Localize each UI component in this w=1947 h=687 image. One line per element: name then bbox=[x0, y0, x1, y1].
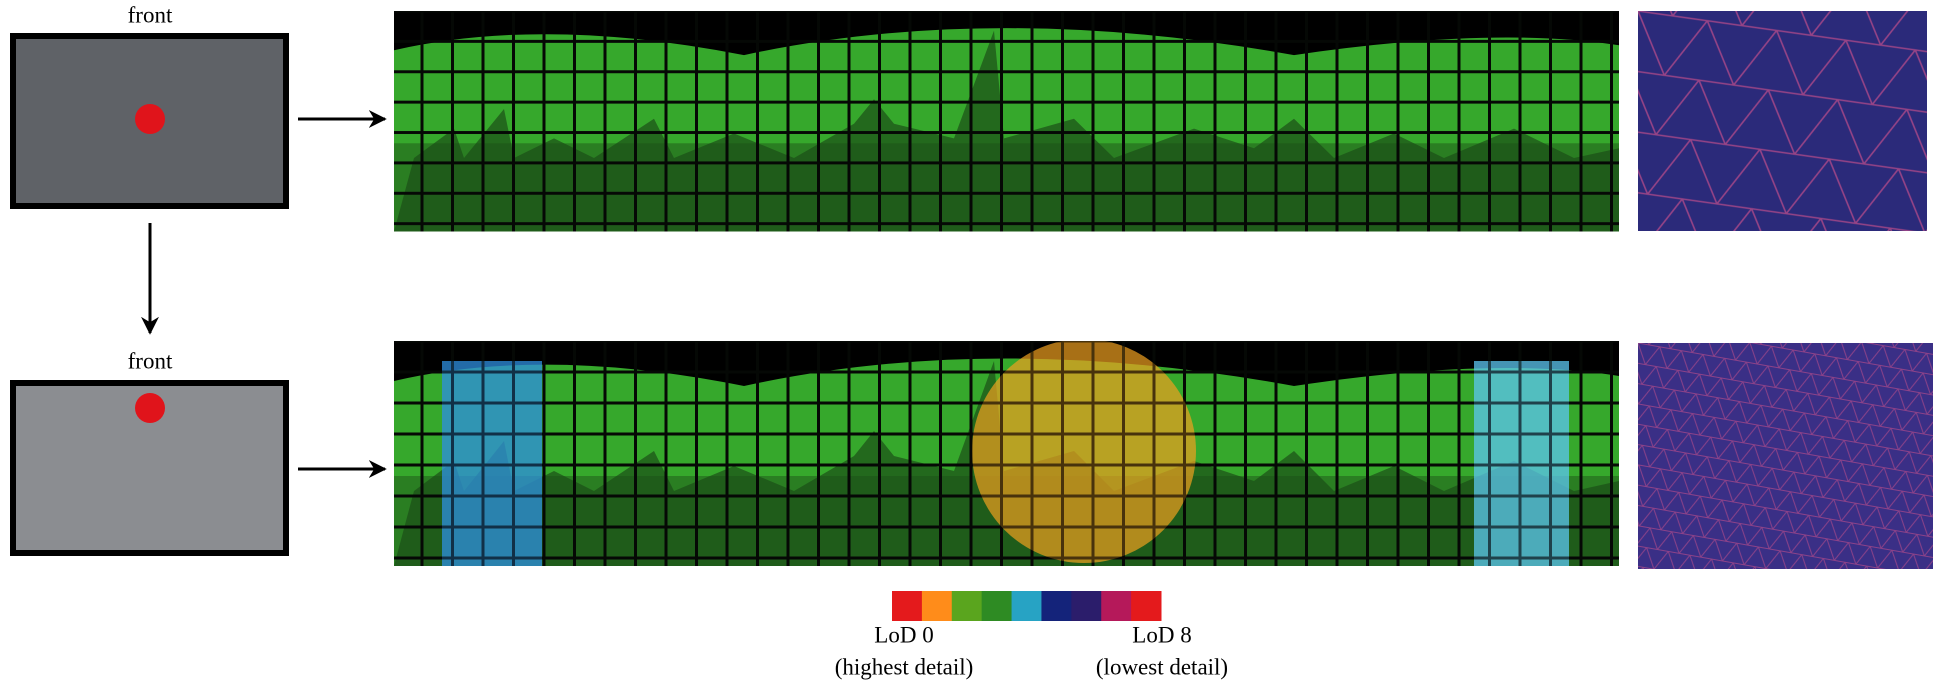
view-screen bbox=[10, 380, 289, 556]
colorbar bbox=[892, 591, 1162, 621]
colorbar-swatch bbox=[1011, 591, 1042, 621]
colorbar-swatch bbox=[981, 591, 1013, 621]
colorbar-swatch bbox=[951, 591, 983, 621]
colorbar-label: LoD 8 bbox=[1132, 622, 1191, 647]
view-label: front bbox=[128, 348, 173, 373]
panorama-top bbox=[394, 11, 1619, 232]
colorbar-swatch bbox=[921, 591, 953, 621]
colorbar-swatch bbox=[892, 591, 923, 621]
panorama-bottom bbox=[394, 341, 1619, 566]
colorbar-swatch bbox=[1131, 591, 1162, 621]
mesh-thumb-bottom bbox=[1638, 343, 1933, 569]
colorbar-caption: (lowest detail) bbox=[1096, 654, 1228, 679]
view-label: front bbox=[128, 2, 173, 27]
colorbar-swatch bbox=[1071, 591, 1102, 621]
colorbar-caption: (highest detail) bbox=[835, 654, 974, 679]
colorbar-swatch bbox=[1101, 591, 1132, 621]
colorbar-label: LoD 0 bbox=[874, 622, 933, 647]
mesh-thumb-top bbox=[1638, 11, 1927, 231]
gaze-dot bbox=[135, 393, 165, 423]
gaze-dot bbox=[135, 104, 165, 134]
colorbar-swatch bbox=[1041, 591, 1072, 621]
